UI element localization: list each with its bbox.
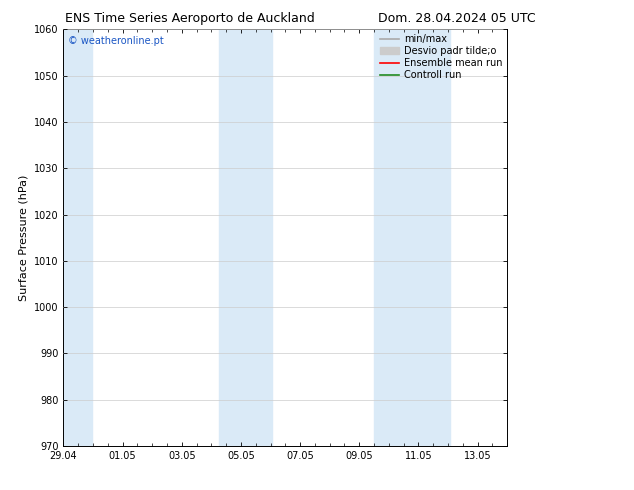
Text: Dom. 28.04.2024 05 UTC: Dom. 28.04.2024 05 UTC [378,12,535,25]
Bar [219,29,272,446]
Bar [63,29,91,446]
Bar [374,29,450,446]
Text: © weatheronline.pt: © weatheronline.pt [68,36,164,46]
Text: ENS Time Series Aeroporto de Auckland: ENS Time Series Aeroporto de Auckland [65,12,315,25]
Y-axis label: Surface Pressure (hPa): Surface Pressure (hPa) [18,174,29,301]
Legend: min/max, Desvio padr tilde;o, Ensemble mean run, Controll run: min/max, Desvio padr tilde;o, Ensemble m… [380,34,502,80]
